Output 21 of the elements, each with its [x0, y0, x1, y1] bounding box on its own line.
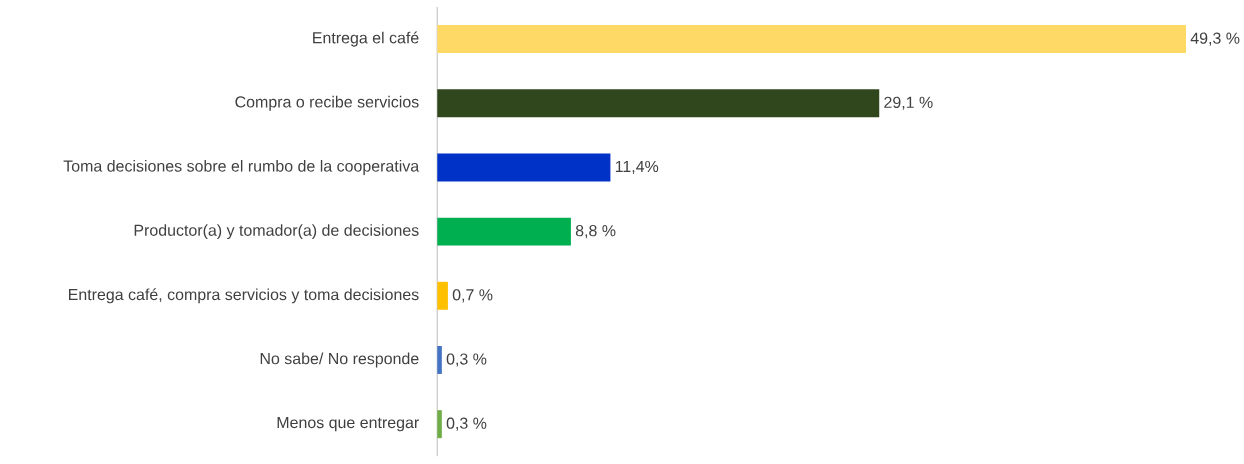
y-tick-label: Entrega el café: [313, 31, 419, 47]
bar: [437, 281, 448, 310]
data-label: 0,3 %: [446, 417, 487, 431]
data-label: 49,3 %: [1190, 32, 1240, 46]
bar: [437, 153, 611, 182]
y-tick-label: Entrega café, compra servicios y toma decisiones: [69, 288, 419, 304]
data-label: 11,4%: [615, 160, 659, 174]
bar: [437, 89, 880, 118]
y-tick-label: Menos que entregar: [277, 416, 419, 432]
bar: [437, 217, 571, 246]
data-label: 29,1 %: [884, 96, 933, 110]
y-tick-label: Productor(a) y tomador(a) de decisiones: [134, 224, 419, 239]
y-tick-label: Compra o recibe servicios: [235, 95, 419, 111]
data-label: 0,3 %: [446, 353, 487, 367]
data-label: 8,8 %: [575, 224, 616, 239]
bar: [437, 25, 1187, 53]
y-tick-label: Toma decisiones sobre el rumbo de la cooperativa: [63, 159, 420, 175]
data-label: 0,7 %: [452, 289, 493, 303]
bar: [437, 345, 442, 374]
y-tick-label: No sabe/ No responde: [260, 352, 419, 368]
bar: [437, 410, 442, 439]
